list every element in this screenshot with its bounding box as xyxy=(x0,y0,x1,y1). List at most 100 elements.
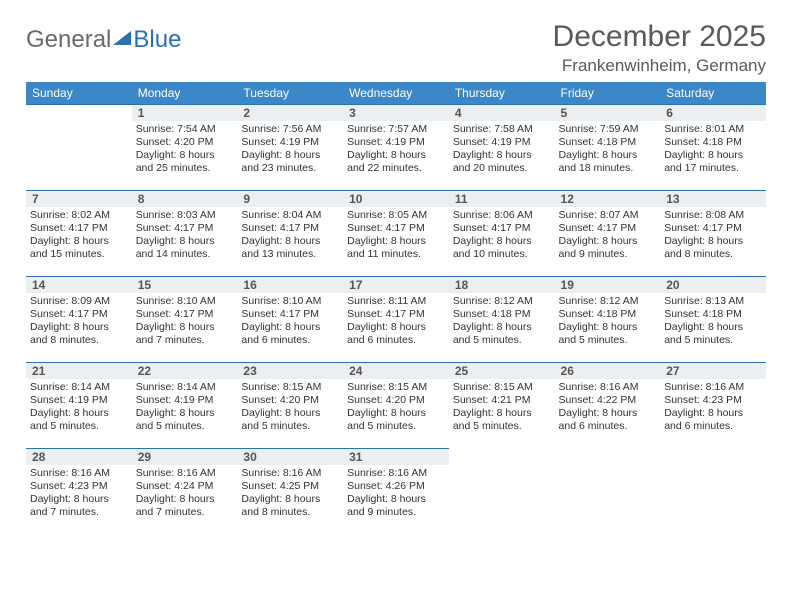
day-number: 26 xyxy=(555,363,661,379)
sunrise-text: Sunrise: 7:56 AM xyxy=(241,123,339,136)
day-data: Sunrise: 8:12 AMSunset: 4:18 PMDaylight:… xyxy=(453,295,551,348)
daylight-text: Daylight: 8 hours xyxy=(347,235,445,248)
day-number: 13 xyxy=(660,191,766,207)
daylight-text: Daylight: 8 hours xyxy=(347,321,445,334)
sunrise-text: Sunrise: 8:14 AM xyxy=(136,381,234,394)
day-data: Sunrise: 8:04 AMSunset: 4:17 PMDaylight:… xyxy=(241,209,339,262)
month-title: December 2025 xyxy=(553,20,766,54)
weekday-header: Monday xyxy=(132,82,238,105)
daylight-text: Daylight: 8 hours xyxy=(136,493,234,506)
calendar-cell: 2Sunrise: 7:56 AMSunset: 4:19 PMDaylight… xyxy=(237,105,343,191)
sunrise-text: Sunrise: 8:03 AM xyxy=(136,209,234,222)
calendar-week-row: 7Sunrise: 8:02 AMSunset: 4:17 PMDaylight… xyxy=(26,191,766,277)
daylight-text: Daylight: 8 hours xyxy=(664,235,762,248)
sunset-text: Sunset: 4:17 PM xyxy=(664,222,762,235)
sunrise-text: Sunrise: 8:01 AM xyxy=(664,123,762,136)
calendar-cell: 27Sunrise: 8:16 AMSunset: 4:23 PMDayligh… xyxy=(660,363,766,449)
location: Frankenwinheim, Germany xyxy=(553,56,766,76)
sunset-text: Sunset: 4:18 PM xyxy=(453,308,551,321)
daylight-text: Daylight: 8 hours xyxy=(453,407,551,420)
day-number: 8 xyxy=(132,191,238,207)
day-number: 29 xyxy=(132,449,238,465)
calendar-cell: 6Sunrise: 8:01 AMSunset: 4:18 PMDaylight… xyxy=(660,105,766,191)
calendar-cell: 13Sunrise: 8:08 AMSunset: 4:17 PMDayligh… xyxy=(660,191,766,277)
daylight-text: Daylight: 8 hours xyxy=(241,493,339,506)
daylight-text: Daylight: 8 hours xyxy=(136,407,234,420)
day-number: 6 xyxy=(660,105,766,121)
day-data: Sunrise: 8:15 AMSunset: 4:21 PMDaylight:… xyxy=(453,381,551,434)
day-number: 19 xyxy=(555,277,661,293)
daylight-text: Daylight: 8 hours xyxy=(347,149,445,162)
sunset-text: Sunset: 4:17 PM xyxy=(347,308,445,321)
sunrise-text: Sunrise: 8:06 AM xyxy=(453,209,551,222)
daylight-text: and 8 minutes. xyxy=(241,506,339,519)
daylight-text: Daylight: 8 hours xyxy=(559,235,657,248)
sunset-text: Sunset: 4:17 PM xyxy=(559,222,657,235)
calendar-cell: 7Sunrise: 8:02 AMSunset: 4:17 PMDaylight… xyxy=(26,191,132,277)
calendar-cell: 9Sunrise: 8:04 AMSunset: 4:17 PMDaylight… xyxy=(237,191,343,277)
daylight-text: Daylight: 8 hours xyxy=(30,493,128,506)
day-number: 20 xyxy=(660,277,766,293)
calendar-week-row: 28Sunrise: 8:16 AMSunset: 4:23 PMDayligh… xyxy=(26,449,766,535)
sunset-text: Sunset: 4:18 PM xyxy=(559,136,657,149)
daylight-text: Daylight: 8 hours xyxy=(559,407,657,420)
daylight-text: and 23 minutes. xyxy=(241,162,339,175)
calendar-cell: 26Sunrise: 8:16 AMSunset: 4:22 PMDayligh… xyxy=(555,363,661,449)
daylight-text: Daylight: 8 hours xyxy=(241,407,339,420)
daylight-text: Daylight: 8 hours xyxy=(664,407,762,420)
day-number: 12 xyxy=(555,191,661,207)
daylight-text: and 5 minutes. xyxy=(136,420,234,433)
daylight-text: and 15 minutes. xyxy=(30,248,128,261)
daylight-text: and 6 minutes. xyxy=(241,334,339,347)
daylight-text: Daylight: 8 hours xyxy=(347,493,445,506)
sunrise-text: Sunrise: 8:09 AM xyxy=(30,295,128,308)
sunrise-text: Sunrise: 8:15 AM xyxy=(241,381,339,394)
calendar-cell: 3Sunrise: 7:57 AMSunset: 4:19 PMDaylight… xyxy=(343,105,449,191)
daylight-text: Daylight: 8 hours xyxy=(347,407,445,420)
sunset-text: Sunset: 4:20 PM xyxy=(136,136,234,149)
daylight-text: Daylight: 8 hours xyxy=(136,235,234,248)
day-number: 17 xyxy=(343,277,449,293)
calendar-week-row: 1Sunrise: 7:54 AMSunset: 4:20 PMDaylight… xyxy=(26,105,766,191)
calendar-cell: 15Sunrise: 8:10 AMSunset: 4:17 PMDayligh… xyxy=(132,277,238,363)
calendar-cell: 5Sunrise: 7:59 AMSunset: 4:18 PMDaylight… xyxy=(555,105,661,191)
sunset-text: Sunset: 4:19 PM xyxy=(136,394,234,407)
sunrise-text: Sunrise: 8:13 AM xyxy=(664,295,762,308)
day-number: 1 xyxy=(132,105,238,121)
calendar-cell: 21Sunrise: 8:14 AMSunset: 4:19 PMDayligh… xyxy=(26,363,132,449)
daylight-text: and 5 minutes. xyxy=(559,334,657,347)
daylight-text: Daylight: 8 hours xyxy=(664,321,762,334)
daylight-text: Daylight: 8 hours xyxy=(241,321,339,334)
daylight-text: Daylight: 8 hours xyxy=(241,235,339,248)
calendar-cell xyxy=(449,449,555,535)
day-number: 10 xyxy=(343,191,449,207)
day-data: Sunrise: 7:58 AMSunset: 4:19 PMDaylight:… xyxy=(453,123,551,176)
daylight-text: and 7 minutes. xyxy=(136,334,234,347)
day-data: Sunrise: 8:16 AMSunset: 4:23 PMDaylight:… xyxy=(30,467,128,520)
daylight-text: and 13 minutes. xyxy=(241,248,339,261)
calendar-cell: 19Sunrise: 8:12 AMSunset: 4:18 PMDayligh… xyxy=(555,277,661,363)
sunset-text: Sunset: 4:19 PM xyxy=(347,136,445,149)
day-number: 4 xyxy=(449,105,555,121)
day-number: 18 xyxy=(449,277,555,293)
sunrise-text: Sunrise: 8:07 AM xyxy=(559,209,657,222)
day-number: 11 xyxy=(449,191,555,207)
sunrise-text: Sunrise: 8:10 AM xyxy=(136,295,234,308)
day-data: Sunrise: 8:11 AMSunset: 4:17 PMDaylight:… xyxy=(347,295,445,348)
sunrise-text: Sunrise: 8:11 AM xyxy=(347,295,445,308)
sunrise-text: Sunrise: 8:15 AM xyxy=(453,381,551,394)
calendar-cell: 28Sunrise: 8:16 AMSunset: 4:23 PMDayligh… xyxy=(26,449,132,535)
daylight-text: and 5 minutes. xyxy=(453,420,551,433)
daylight-text: Daylight: 8 hours xyxy=(30,321,128,334)
sunset-text: Sunset: 4:21 PM xyxy=(453,394,551,407)
logo-text-general: General xyxy=(26,26,111,54)
weekday-header: Wednesday xyxy=(343,82,449,105)
day-number: 23 xyxy=(237,363,343,379)
daylight-text: Daylight: 8 hours xyxy=(559,321,657,334)
daylight-text: and 8 minutes. xyxy=(664,248,762,261)
sunrise-text: Sunrise: 8:16 AM xyxy=(559,381,657,394)
sunrise-text: Sunrise: 7:58 AM xyxy=(453,123,551,136)
day-number: 14 xyxy=(26,277,132,293)
logo-text-blue: Blue xyxy=(133,26,181,54)
daylight-text: Daylight: 8 hours xyxy=(559,149,657,162)
